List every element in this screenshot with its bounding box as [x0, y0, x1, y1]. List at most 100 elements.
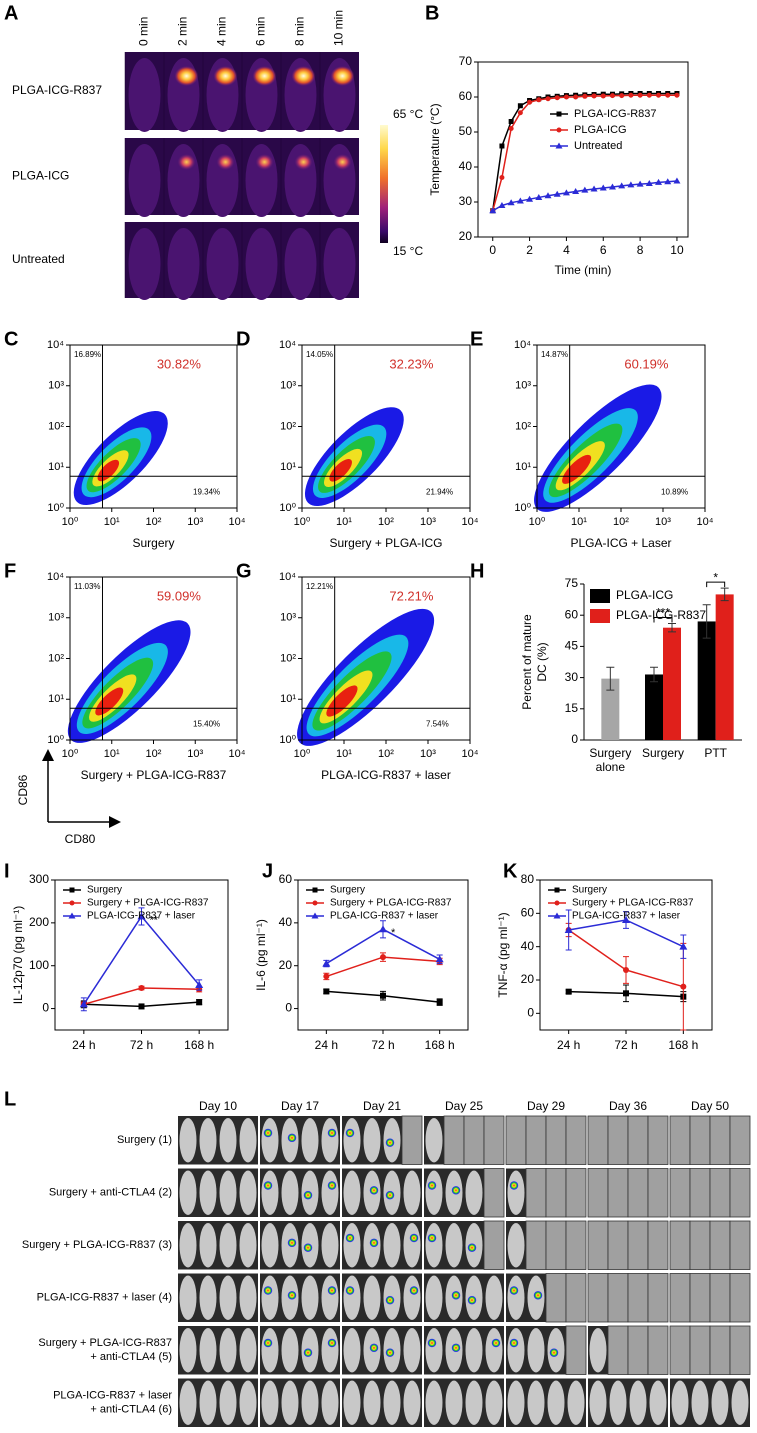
marker [572, 188, 580, 194]
y-tick-label: 10³ [280, 612, 296, 624]
empty-slot [565, 1325, 587, 1375]
empty-slot [709, 1220, 731, 1270]
y-axis-label: DC (%) [535, 642, 549, 681]
marker [312, 900, 318, 906]
axis-arrow-label: CD80 [65, 832, 96, 846]
mouse [343, 1380, 361, 1425]
mouse [567, 1380, 585, 1425]
x-tick-label: 10⁰ [62, 748, 79, 760]
mouse [547, 1380, 565, 1425]
x-tick-label: 10⁴ [462, 748, 479, 760]
mouse [167, 228, 200, 300]
mouse [199, 1380, 217, 1425]
x-tick-label: 8 [637, 243, 644, 257]
y-axis-label: Temperature (°C) [428, 103, 442, 195]
row-label: + anti-CTLA4 (6) [90, 1404, 172, 1416]
marker [622, 916, 630, 923]
marker [645, 179, 653, 186]
bar [645, 674, 663, 740]
marker [379, 925, 387, 933]
y-tick-label: 10³ [48, 380, 64, 392]
y-tick-label: 10⁴ [514, 339, 531, 351]
y-tick-label: 10² [515, 420, 531, 432]
empty-slot [647, 1273, 669, 1323]
mouse [589, 1328, 607, 1373]
density-blob [534, 384, 662, 512]
panel-label: I [4, 860, 10, 882]
x-tick-label: 10¹ [104, 748, 120, 760]
mouse [691, 1380, 709, 1425]
row-label: Surgery + anti-CTLA4 (2) [49, 1187, 172, 1199]
quadrant-label: 7.54% [426, 719, 449, 728]
panel-label: B [425, 2, 439, 24]
scale-label: 65 °C [393, 107, 423, 121]
marker [545, 96, 551, 102]
tumor-signal [263, 1180, 273, 1190]
x-tick-label: 168 h [668, 1038, 698, 1052]
empty-slot [669, 1168, 691, 1218]
panel-label: C [4, 328, 18, 350]
x-tick-label: 4 [563, 243, 570, 257]
quadrant-label: 14.05% [306, 350, 333, 359]
empty-slot [709, 1325, 731, 1375]
y-tick-label: 100 [29, 958, 49, 972]
tumor-signal [409, 1233, 419, 1243]
time-label: 10 min [332, 10, 346, 46]
error-bar [606, 666, 615, 691]
mouse [321, 1170, 339, 1215]
panel-label: D [236, 328, 250, 350]
tumor-signal [385, 1138, 395, 1148]
mouse [403, 1380, 421, 1425]
marker [599, 184, 607, 191]
empty-slot [729, 1168, 751, 1218]
quadrant-label: 10.89% [661, 487, 688, 496]
marker [582, 93, 588, 99]
empty-slot [647, 1115, 669, 1165]
mouse [403, 1170, 421, 1215]
legend-label: Surgery [87, 885, 122, 896]
x-tick-label: 10² [378, 516, 394, 528]
tumor-signal [303, 1348, 313, 1358]
y-tick-label: 10¹ [48, 693, 64, 705]
x-tick-label: 2 [526, 243, 533, 257]
mouse [179, 1223, 197, 1268]
tumor-signal [327, 1180, 337, 1190]
empty-slot [545, 1115, 567, 1165]
empty-slot [689, 1168, 711, 1218]
mouse [261, 1275, 279, 1320]
mouse [239, 1118, 257, 1163]
row-label: Surgery (1) [117, 1134, 172, 1146]
panel-label: L [4, 1088, 16, 1110]
mouse [465, 1380, 483, 1425]
mouse [239, 1328, 257, 1373]
plot-frame [539, 879, 713, 1031]
quadrant-label: 16.89% [74, 350, 101, 359]
marker [563, 94, 569, 100]
y-tick-label: 10¹ [515, 461, 531, 473]
y-tick-label: 75 [565, 576, 579, 590]
x-tick-label: 10⁴ [229, 748, 246, 760]
x-tick-label: Surgery [589, 746, 631, 760]
mouse [179, 1118, 197, 1163]
mouse [199, 1275, 217, 1320]
marker [508, 126, 514, 131]
x-tick-label: 10² [378, 748, 394, 760]
x-tick-label: 10² [146, 516, 162, 528]
y-tick-label: 60 [565, 607, 579, 621]
day-label: Day 10 [199, 1099, 237, 1113]
tumor-signal [327, 1128, 337, 1138]
density-level [326, 685, 358, 717]
mouse [403, 1223, 421, 1268]
mouse [128, 58, 161, 132]
marker [553, 912, 561, 919]
empty-slot [483, 1115, 505, 1165]
x-tick-label: 10¹ [336, 748, 352, 760]
mouse [465, 1328, 483, 1373]
tumor-signal [385, 1190, 395, 1200]
marker [562, 189, 570, 196]
marker [554, 95, 560, 101]
mouse [281, 1380, 299, 1425]
tumor-signal [263, 1285, 273, 1295]
legend-label: Untreated [574, 140, 622, 152]
y-tick-label: 300 [29, 872, 49, 886]
